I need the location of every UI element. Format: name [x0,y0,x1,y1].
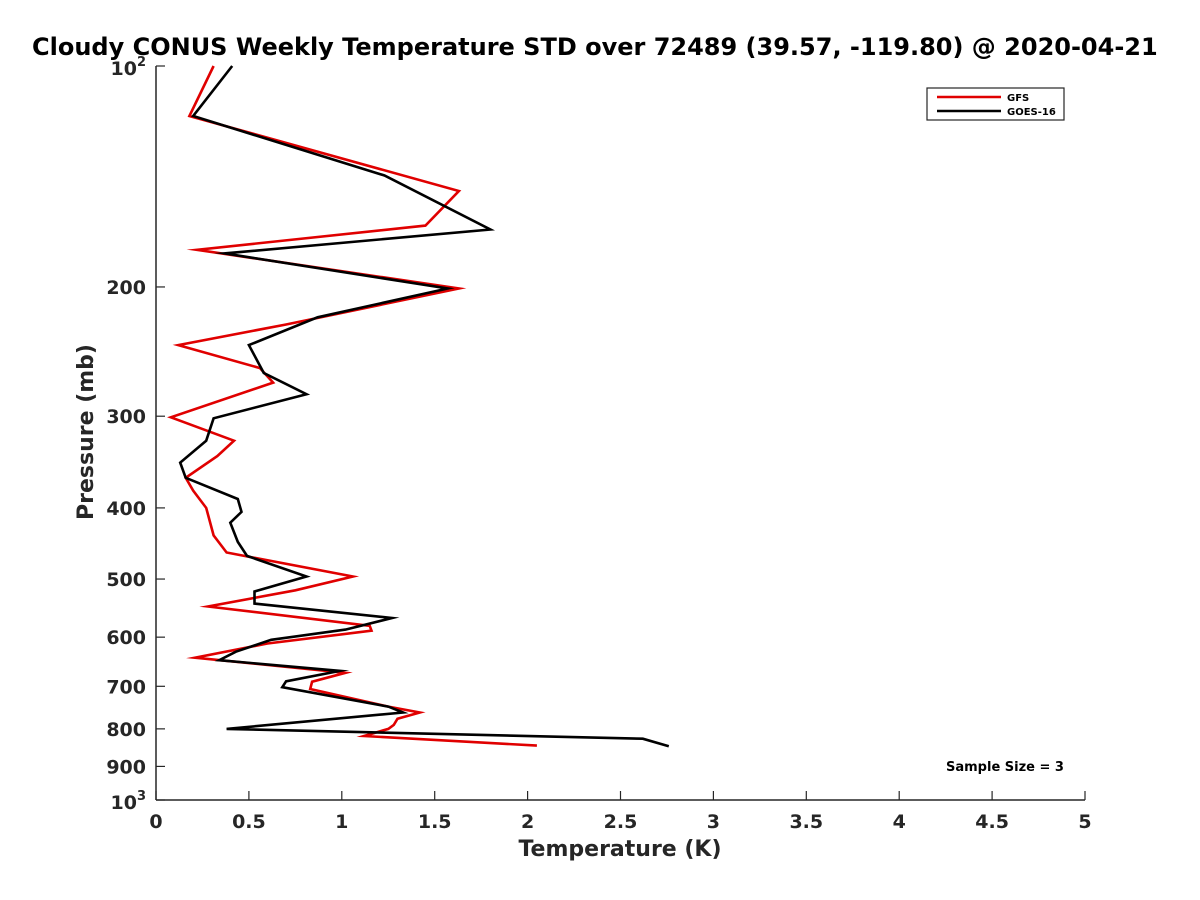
sample-size-annotation: Sample Size = 3 [946,760,1064,775]
legend: GFS GOES-16 [926,87,1065,121]
y-tick-label: 600 [106,627,146,649]
series-layer [167,65,670,748]
x-tick-label: 1.5 [418,811,452,833]
legend-box [926,87,1065,121]
y-tick-label: 500 [106,569,146,591]
y-tick-label: 102 [111,55,147,80]
y-tick-label: 700 [106,676,146,698]
y-tick-label: 103 [111,789,147,814]
y-tick-label: 800 [106,719,146,741]
x-tick-label: 3.5 [789,811,823,833]
y-tick-label: 300 [106,406,146,428]
y-axis-label: Pressure (mb) [74,344,99,520]
y-tick-label: 400 [106,498,146,520]
x-tick-label: 2 [521,811,534,833]
y-tick-label: 900 [106,756,146,778]
x-tick-label: 0 [149,811,162,833]
x-tick-label: 4 [893,811,906,833]
legend-label: GFS [1007,93,1029,104]
legend-label: GOES-16 [1007,107,1056,118]
chart-title: Cloudy CONUS Weekly Temperature STD over… [32,33,1158,61]
x-tick-label: 4.5 [975,811,1009,833]
series-line-gfs [167,65,537,747]
x-tick-label: 1 [335,811,348,833]
x-tick-label: 5 [1078,811,1091,833]
x-tick-label: 0.5 [232,811,266,833]
x-tick-label: 3 [707,811,720,833]
axes: 0 0.5 1 1.5 2 2.5 3 3.5 4 4.5 5 102 200 300 400 500 600 7… [106,55,1091,833]
x-tick-label: 2.5 [604,811,638,833]
series-line-goes-16 [178,65,670,748]
x-axis-label: Temperature (K) [518,837,721,862]
y-tick-label: 200 [106,277,146,299]
